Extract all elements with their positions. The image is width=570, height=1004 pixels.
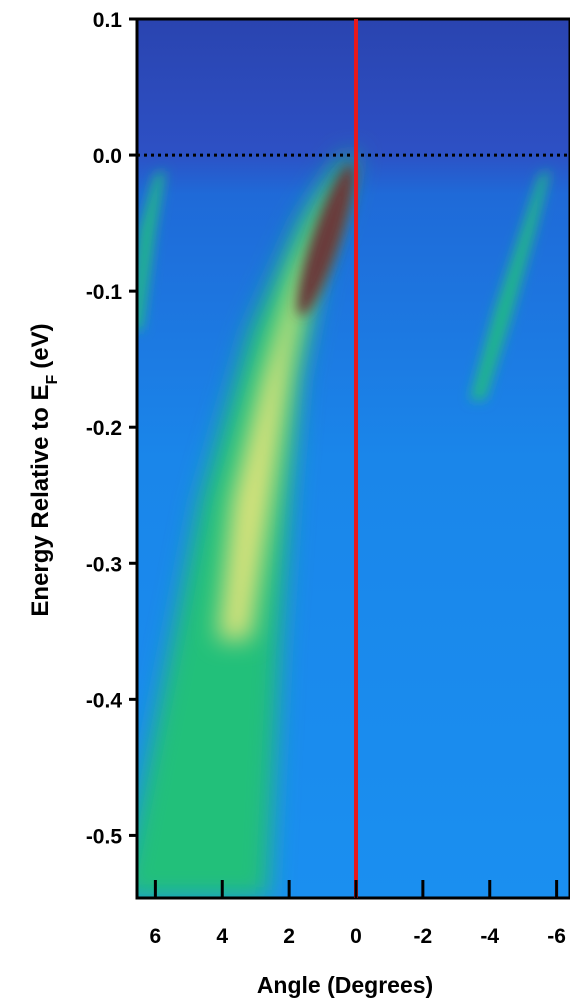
intensity-map [137,19,570,898]
y-tick-label: 0.0 [93,145,122,168]
x-tick-label: -4 [480,925,499,948]
x-tick-label: -2 [414,925,433,948]
y-label-sub: F [44,375,61,385]
x-tick-label: 2 [283,925,295,948]
band-right [470,170,550,400]
x-tick-label: 4 [216,925,228,948]
x-tick-label: 0 [350,925,362,948]
y-label-unit: (eV) [27,323,54,368]
band-left [137,170,165,330]
y-tick-label: -0.1 [86,281,123,304]
y-axis-label: Energy Relative to EF (eV) [27,323,61,616]
y-tick-label: -0.2 [86,417,122,440]
x-tick-label: -6 [547,925,566,948]
x-axis-label: Angle (Degrees) [257,972,433,998]
y-tick-label: -0.5 [86,825,123,848]
band-core [218,180,340,640]
y-tick-label: -0.4 [86,689,123,712]
plot-frame [135,17,570,900]
x-tick-label: 6 [150,925,162,948]
y-tick-label: 0.1 [93,9,123,32]
y-label-main: Energy Relative to E [27,385,54,617]
y-tick-label: -0.3 [86,553,122,576]
band-peak [297,164,355,316]
